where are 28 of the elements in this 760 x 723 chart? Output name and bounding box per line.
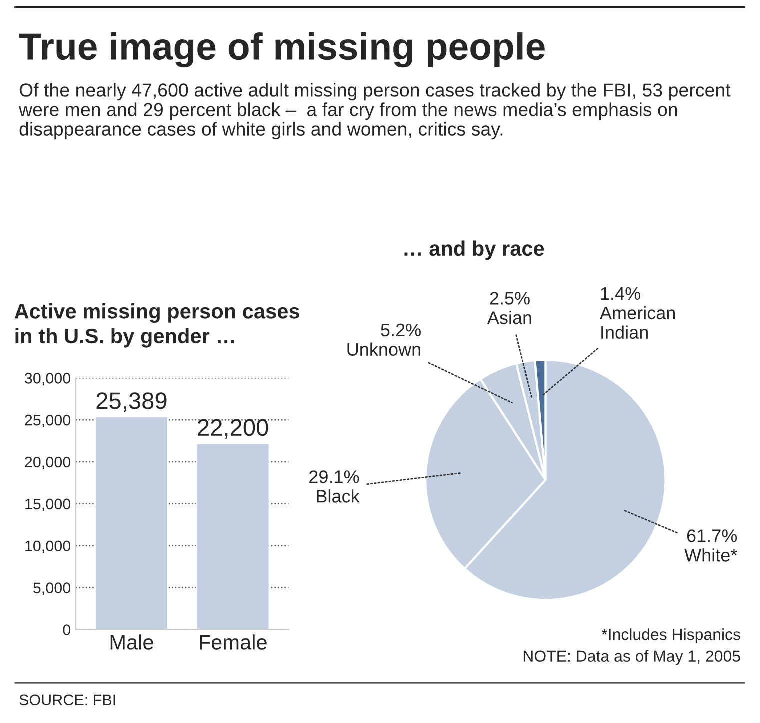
- data-label: 29.1%: [310, 470, 360, 484]
- data-label: 61.7%: [687, 530, 738, 542]
- slice-label: Unknown: [348, 342, 420, 356]
- slice-label: White*: [684, 548, 738, 562]
- y-tick-label: 10,000: [26, 540, 71, 554]
- data-label: 2.5%: [490, 292, 530, 305]
- text: Of the nearly 47,600 active adult missing person cases tracked by the FBI, 53 percent were men and 29 percent black – a far cry from the news media’s emphasis on disappearance cases of white girls and women, critics say.: [18, 83, 731, 140]
- text: NOTE: Data as of May 1, 2005: [524, 650, 740, 666]
- y-tick-label: 5,000: [34, 582, 71, 596]
- data-label: 5.2%: [381, 324, 421, 337]
- text: True image of missing people: [19, 32, 545, 68]
- y-tick-label: 15,000: [26, 498, 71, 512]
- slice-label: Asian: [487, 311, 532, 324]
- chart-title: … and by race: [404, 240, 544, 260]
- chart-title: Active missing person cases in th U.S. by gender …: [14, 304, 300, 348]
- source-note: SOURCE: FBI: [20, 694, 116, 706]
- slice-label: American Indian: [600, 306, 676, 340]
- x-tick-label: Male: [110, 634, 154, 650]
- y-tick-label: 0: [63, 624, 71, 636]
- data-label: 22,200: [198, 419, 268, 439]
- slice-label: Black: [317, 490, 360, 503]
- text: *Includes Hispanics: [602, 628, 740, 644]
- y-tick-label: 25,000: [25, 414, 71, 428]
- y-tick-label: 20,000: [25, 456, 71, 470]
- data-label: 25,389: [96, 392, 167, 412]
- y-tick-label: 30,000: [25, 372, 71, 386]
- data-label: 1.4%: [601, 287, 640, 300]
- x-tick-label: Female: [200, 634, 267, 650]
